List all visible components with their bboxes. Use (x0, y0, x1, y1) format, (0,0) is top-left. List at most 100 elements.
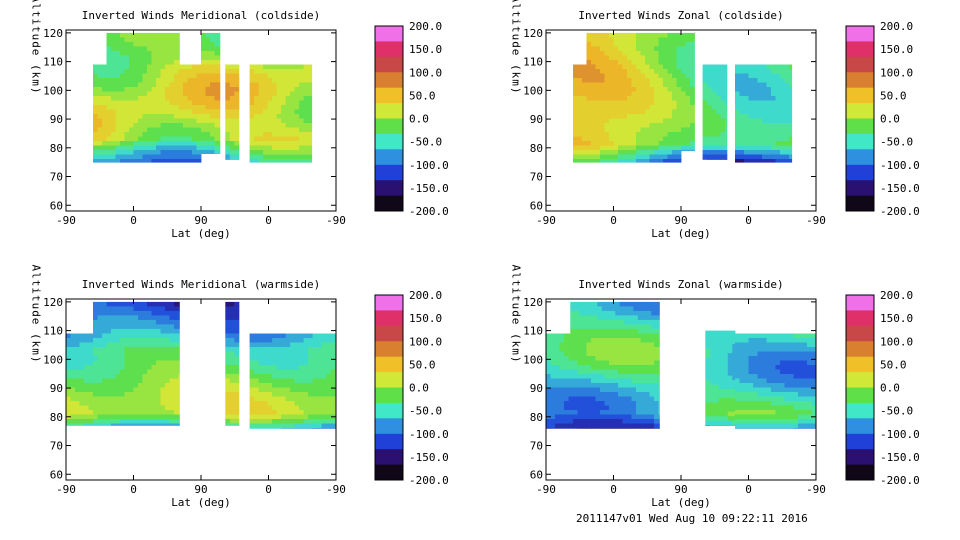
data-cell (70, 405, 76, 411)
data-cell (303, 387, 309, 393)
data-cell (294, 136, 300, 142)
data-cell (142, 91, 148, 97)
data-cell (272, 369, 277, 375)
data-cell (106, 306, 112, 312)
y-tick-label: 120 (523, 27, 543, 40)
data-cell (685, 55, 691, 61)
data-cell (263, 423, 268, 429)
data-cell (138, 342, 143, 348)
data-cell (142, 410, 148, 415)
data-cell (120, 150, 125, 155)
data-cell (654, 356, 659, 361)
data-cell (573, 150, 578, 155)
data-cell (120, 383, 125, 388)
data-cell (586, 378, 592, 384)
data-cell (613, 383, 619, 388)
data-cell (321, 342, 327, 348)
data-cell (129, 378, 134, 384)
data-cell (591, 423, 596, 429)
data-cell (156, 315, 161, 321)
data-cell (655, 315, 660, 321)
data-cell (276, 118, 282, 124)
data-cell (290, 96, 295, 101)
data-cell (174, 73, 179, 79)
data-cell (174, 50, 179, 56)
data-cell (225, 346, 231, 352)
data-cell (303, 374, 309, 379)
data-cell (187, 127, 193, 133)
data-cell (702, 141, 708, 146)
data-cell (138, 419, 143, 424)
data-cell (138, 96, 143, 101)
data-cell (138, 347, 143, 352)
chart-cells (66, 301, 337, 429)
data-cell (784, 374, 790, 379)
data-cell (66, 383, 71, 388)
data-cell (276, 141, 282, 146)
data-cell (156, 351, 161, 357)
data-cell (133, 423, 139, 426)
data-cell (160, 50, 166, 56)
data-cell (281, 69, 286, 74)
data-cell (690, 32, 695, 38)
data-cell (97, 396, 103, 402)
data-cell (771, 109, 776, 115)
data-cell (106, 132, 112, 137)
data-cell (263, 428, 268, 429)
data-cell (775, 378, 781, 384)
data-cell (160, 46, 166, 52)
data-cell (762, 100, 767, 106)
data-cell (326, 369, 331, 375)
data-cell (120, 32, 125, 38)
data-cell (646, 333, 652, 334)
data-cell (294, 100, 300, 106)
data-cell (142, 87, 148, 92)
data-cell (681, 122, 686, 128)
data-cell (771, 69, 776, 74)
data-cell (789, 118, 793, 124)
data-cell (622, 109, 628, 115)
data-cell (582, 428, 587, 429)
data-cell (651, 324, 657, 330)
data-cell (290, 154, 295, 160)
colorbar-label: -200.0 (409, 474, 449, 487)
data-cell (151, 96, 157, 101)
data-cell (609, 141, 614, 146)
data-cell (285, 154, 291, 160)
data-cell (716, 123, 721, 128)
data-cell (615, 315, 621, 321)
data-cell (663, 82, 668, 88)
data-cell (690, 50, 695, 56)
data-cell (748, 428, 754, 429)
data-cell (276, 87, 282, 92)
data-cell (649, 333, 655, 339)
data-cell (225, 396, 231, 402)
data-cell (739, 82, 745, 88)
data-cell (66, 351, 71, 357)
data-cell (735, 338, 740, 343)
data-cell (649, 41, 655, 47)
data-cell (111, 100, 116, 106)
data-cell (169, 374, 175, 379)
data-cell (702, 82, 708, 88)
data-cell (133, 324, 139, 330)
data-cell (646, 319, 652, 325)
data-cell (573, 109, 578, 115)
data-cell (151, 414, 157, 420)
data-cell (762, 378, 767, 384)
data-cell (205, 127, 211, 133)
data-cell (294, 78, 300, 83)
data-cell (780, 123, 785, 128)
data-cell (299, 365, 304, 370)
data-cell (586, 150, 592, 155)
data-cell (627, 69, 632, 74)
data-cell (290, 342, 295, 348)
data-cell (178, 315, 180, 321)
data-cell (219, 73, 221, 79)
data-cell (115, 324, 121, 330)
data-cell (115, 118, 121, 124)
data-cell (160, 136, 166, 142)
data-cell (573, 91, 578, 97)
data-cell (115, 423, 121, 426)
data-cell (681, 109, 686, 115)
